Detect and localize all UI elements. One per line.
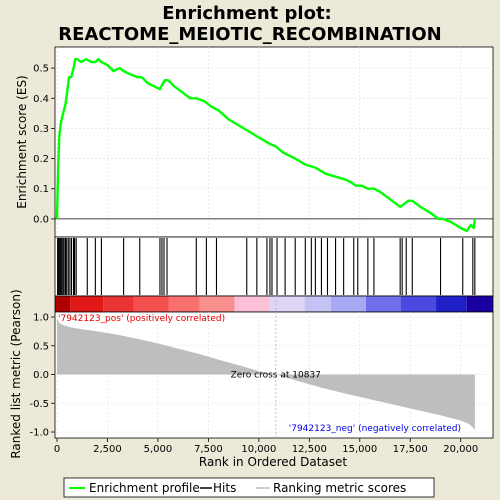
rank-y-tick-label: 0.0	[33, 370, 49, 381]
x-tick-label: 7,500	[194, 444, 223, 455]
legend-ranking-label: Ranking metric scores	[273, 481, 406, 495]
legend-hits-label: Hits	[213, 481, 236, 495]
heat-bar-segment	[234, 296, 270, 312]
x-tick-label: 5,000	[144, 444, 173, 455]
es-y-tick-label: 0.4	[33, 94, 49, 105]
heat-bar-segment	[401, 296, 437, 312]
heat-bar-segment	[55, 296, 71, 312]
heat-bar-segment	[466, 296, 493, 312]
heat-bar-segment	[70, 296, 104, 312]
x-tick-label: 2,500	[93, 444, 122, 455]
es-y-tick-label: 0.0	[33, 214, 49, 225]
zero-cross-label: Zero cross at 10837	[231, 371, 321, 381]
rank-y-tick-label: -1.0	[29, 428, 49, 439]
hits-panel	[54, 236, 494, 297]
es-y-tick-label: 0.1	[33, 184, 49, 195]
es-y-axis-label: Enrichment score (ES)	[15, 75, 29, 208]
x-tick-label: 15,000	[342, 444, 377, 455]
rank-y-tick-label: 0.5	[33, 341, 49, 352]
x-tick-label: 10,000	[241, 444, 276, 455]
es-y-tick-label: 0.2	[33, 154, 49, 165]
x-tick-label: 20,000	[443, 444, 478, 455]
heat-bar-segment	[330, 296, 366, 312]
legend-enrichment-label: Enrichment profile	[89, 481, 200, 495]
es-y-tick-label: 0.5	[33, 64, 49, 75]
positive-correlation-label: '7942123_pos' (positively correlated)	[58, 314, 225, 324]
es-panel	[54, 46, 494, 238]
x-tick-label: 12,500	[292, 444, 327, 455]
heat-bar-segment	[436, 296, 467, 312]
x-tick-label: 17,500	[393, 444, 428, 455]
heat-bar-segment	[365, 296, 402, 312]
heat-bar-segment	[269, 296, 305, 312]
rank-y-tick-label: -0.5	[29, 399, 49, 410]
chart-title-line2: REACTOME_MEIOTIC_RECOMBINATION	[58, 24, 441, 45]
heat-bar-segment	[304, 296, 331, 312]
legend-box	[63, 477, 435, 498]
heat-bar-segment	[133, 296, 169, 312]
chart-title-line1: Enrichment plot:	[162, 3, 332, 24]
heat-bar-segment	[103, 296, 134, 312]
ranking-metric-area	[57, 318, 475, 431]
rank-y-tick-label: 1.0	[33, 313, 49, 324]
heat-bar-segment	[199, 296, 235, 312]
x-tick-label: 0	[54, 444, 60, 455]
heat-bar-segment	[168, 296, 200, 312]
rank-y-axis-label: Ranked list metric (Pearson)	[9, 289, 23, 458]
es-y-tick-label: 0.3	[33, 124, 49, 135]
negative-correlation-label: '7942123_neg' (negatively correlated)	[289, 424, 461, 434]
x-axis-label: Rank in Ordered Dataset	[199, 455, 347, 469]
enrichment-profile-line	[55, 57, 477, 233]
